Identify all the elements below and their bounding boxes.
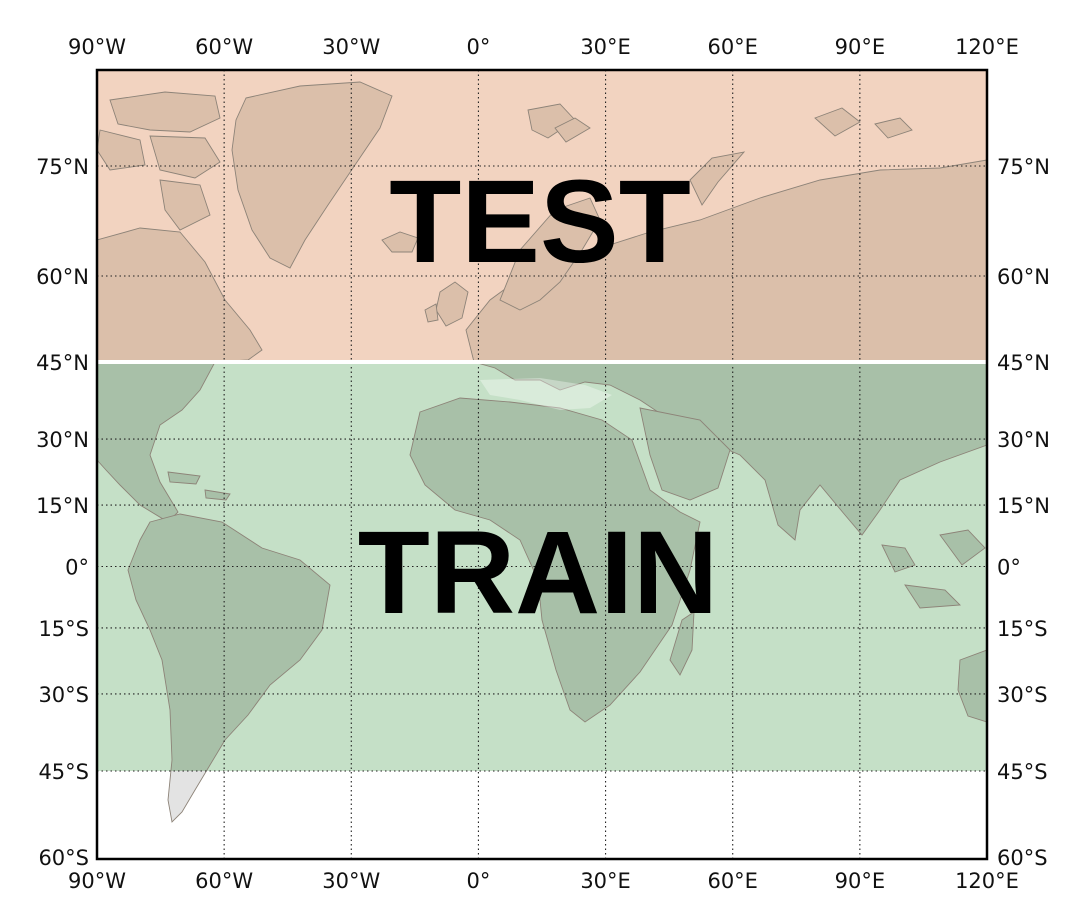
lon-label-bottom-6: 90°E bbox=[835, 869, 886, 893]
map-frame bbox=[95, 68, 989, 861]
test-region-label: TEST bbox=[389, 156, 691, 288]
lon-label-bottom-2: 30°W bbox=[322, 869, 380, 893]
longitude-labels-bottom: 90°W 60°W 30°W 0° 30°E 60°E 90°E 120°E bbox=[68, 869, 1019, 893]
lat-label-right-7: 30°S bbox=[997, 683, 1048, 707]
unused-south-region bbox=[97, 771, 987, 859]
lon-label-top-7: 120°E bbox=[955, 35, 1019, 59]
lon-label-bottom-3: 0° bbox=[466, 869, 490, 893]
lat-label-right-4: 15°N bbox=[997, 494, 1050, 518]
latitude-labels-left: 75°N 60°N 45°N 30°N 15°N 0° 15°S 30°S 45°S 60°S bbox=[36, 155, 89, 870]
lon-label-bottom-0: 90°W bbox=[68, 869, 126, 893]
lon-label-top-5: 60°E bbox=[707, 35, 758, 59]
lat-label-left-7: 30°S bbox=[38, 683, 89, 707]
lat-label-left-2: 45°N bbox=[36, 351, 89, 375]
lon-label-top-0: 90°W bbox=[68, 35, 126, 59]
longitude-labels-top: 90°W 60°W 30°W 0° 30°E 60°E 90°E 120°E bbox=[68, 35, 1019, 59]
lon-label-bottom-1: 60°W bbox=[195, 869, 253, 893]
lon-label-top-2: 30°W bbox=[322, 35, 380, 59]
lon-label-bottom-5: 60°E bbox=[707, 869, 758, 893]
lat-label-right-6: 15°S bbox=[997, 617, 1048, 641]
lat-label-left-0: 75°N bbox=[36, 155, 89, 179]
lat-label-right-0: 75°N bbox=[997, 155, 1050, 179]
lat-label-right-5: 0° bbox=[997, 556, 1021, 580]
lat-label-left-9: 60°S bbox=[38, 846, 89, 870]
lat-label-right-2: 45°N bbox=[997, 351, 1050, 375]
train-region-label: TRAIN bbox=[358, 507, 719, 639]
graticule bbox=[97, 70, 987, 859]
lon-label-bottom-4: 30°E bbox=[580, 869, 631, 893]
lon-label-bottom-7: 120°E bbox=[955, 869, 1019, 893]
lat-label-right-8: 45°S bbox=[997, 760, 1048, 784]
latitude-labels-right: 75°N 60°N 45°N 30°N 15°N 0° 15°S 30°S 45°S 60°S bbox=[997, 155, 1050, 870]
lon-label-top-1: 60°W bbox=[195, 35, 253, 59]
lon-label-top-3: 0° bbox=[466, 35, 490, 59]
lat-label-right-1: 60°N bbox=[997, 265, 1050, 289]
lat-label-left-3: 30°N bbox=[36, 428, 89, 452]
lat-label-right-9: 60°S bbox=[997, 846, 1048, 870]
lat-label-right-3: 30°N bbox=[997, 428, 1050, 452]
lon-label-top-4: 30°E bbox=[580, 35, 631, 59]
lat-label-left-5: 0° bbox=[65, 556, 89, 580]
lat-label-left-1: 60°N bbox=[36, 265, 89, 289]
lat-label-left-4: 15°N bbox=[36, 494, 89, 518]
lat-label-left-6: 15°S bbox=[38, 617, 89, 641]
lon-label-top-6: 90°E bbox=[835, 35, 886, 59]
lat-label-left-8: 45°S bbox=[38, 760, 89, 784]
